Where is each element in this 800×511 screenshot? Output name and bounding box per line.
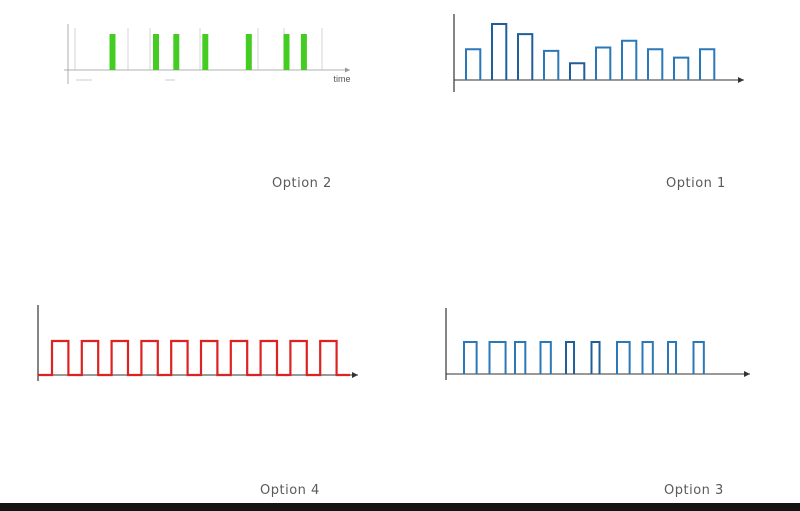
bar-6 (595, 46, 612, 80)
option-2-label: Option 2 (272, 176, 332, 191)
bar-3 (517, 33, 534, 80)
bar-1 (465, 48, 482, 80)
x-axis-arrow (345, 67, 350, 73)
option-4-card[interactable] (22, 300, 372, 470)
option-1-chart (453, 14, 744, 92)
pulse-6 (283, 34, 290, 70)
pulse-5 (565, 341, 576, 374)
pulse-5 (245, 34, 252, 70)
option-4-label: Option 4 (260, 483, 320, 498)
bottom-bar (0, 503, 800, 511)
option-1-label: Option 1 (666, 176, 726, 191)
pulse-7 (300, 34, 307, 70)
pulse-2 (488, 341, 507, 374)
pulse-3 (514, 341, 527, 374)
bar-2 (491, 23, 508, 80)
square-wave (38, 339, 350, 377)
pulse-4 (202, 34, 209, 70)
pulse-8 (641, 341, 654, 374)
pulse-4 (539, 341, 552, 374)
pulse-10 (692, 341, 705, 374)
x-axis-arrow (738, 77, 744, 83)
option-3-chart (445, 308, 750, 380)
option-3-label: Option 3 (664, 483, 724, 498)
option-2-chart: time (64, 24, 351, 84)
bar-5 (569, 62, 586, 80)
option-3-card[interactable] (430, 300, 780, 470)
x-axis-arrow (352, 372, 358, 378)
option-1-card[interactable] (425, 6, 770, 191)
x-axis-arrow (744, 371, 750, 377)
bar-9 (673, 56, 690, 80)
pulse-9 (667, 341, 678, 374)
pulse-2 (153, 34, 159, 70)
x-axis-label: time (333, 74, 350, 84)
pulse-1 (463, 341, 478, 374)
pulse-7 (616, 341, 631, 374)
option-4-chart (37, 305, 358, 381)
bar-10 (699, 48, 716, 80)
pulse-1 (109, 34, 116, 70)
pulse-3 (173, 34, 180, 70)
bar-7 (621, 39, 638, 80)
pulse-6 (590, 341, 601, 374)
bar-8 (647, 48, 664, 80)
bar-4 (543, 49, 560, 80)
